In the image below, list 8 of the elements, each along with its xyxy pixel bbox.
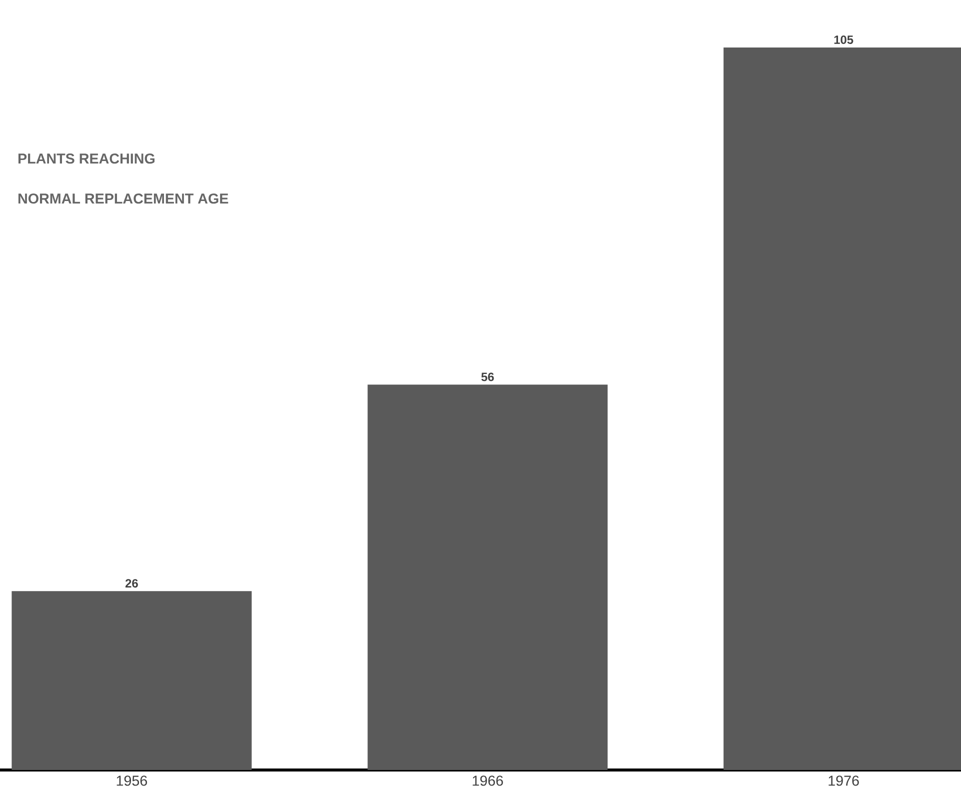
data-label: 105 — [834, 36, 854, 44]
x-tick-label: 1966 — [472, 776, 503, 786]
text: NORMAL REPLACEMENT AGE — [18, 194, 228, 204]
x-tick-label: 1956 — [116, 776, 148, 786]
data-label: 56 — [481, 372, 494, 382]
text: PLANTS REACHING — [18, 154, 154, 164]
x-tick-label: 1976 — [828, 776, 859, 786]
data-label: 26 — [125, 579, 138, 588]
